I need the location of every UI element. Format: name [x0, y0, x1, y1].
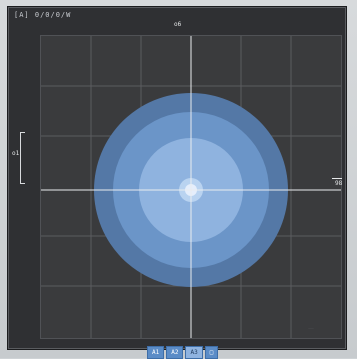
right-axis-tick — [332, 178, 342, 179]
left-scale-bracket — [20, 132, 25, 184]
viewer-window: [A] 0/0/0/W — [7, 6, 347, 350]
segment-a3[interactable]: A3 — [185, 346, 203, 359]
axis-top-label: o6 — [174, 21, 182, 28]
left-scale-label: o1 — [12, 150, 20, 157]
watermark: — — [308, 325, 314, 332]
segment-a1[interactable]: A1 — [147, 346, 165, 359]
axis-right-label: 98 — [335, 180, 343, 187]
plot-canvas[interactable] — [41, 36, 341, 338]
window-title: [A] 0/0/0/W — [14, 11, 72, 19]
segment-extra[interactable]: □ — [204, 346, 219, 359]
bottom-toolbar: A1 A2 A3 □ — [147, 346, 219, 359]
plot-area[interactable] — [40, 35, 342, 339]
segment-a2[interactable]: A2 — [166, 346, 184, 359]
